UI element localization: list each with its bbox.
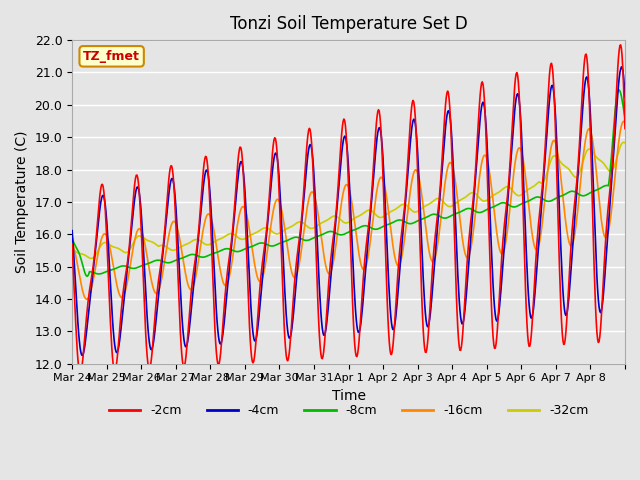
X-axis label: Time: Time xyxy=(332,389,365,403)
Title: Tonzi Soil Temperature Set D: Tonzi Soil Temperature Set D xyxy=(230,15,467,33)
Legend: -2cm, -4cm, -8cm, -16cm, -32cm: -2cm, -4cm, -8cm, -16cm, -32cm xyxy=(104,399,593,422)
Y-axis label: Soil Temperature (C): Soil Temperature (C) xyxy=(15,131,29,273)
Text: TZ_fmet: TZ_fmet xyxy=(83,50,140,63)
